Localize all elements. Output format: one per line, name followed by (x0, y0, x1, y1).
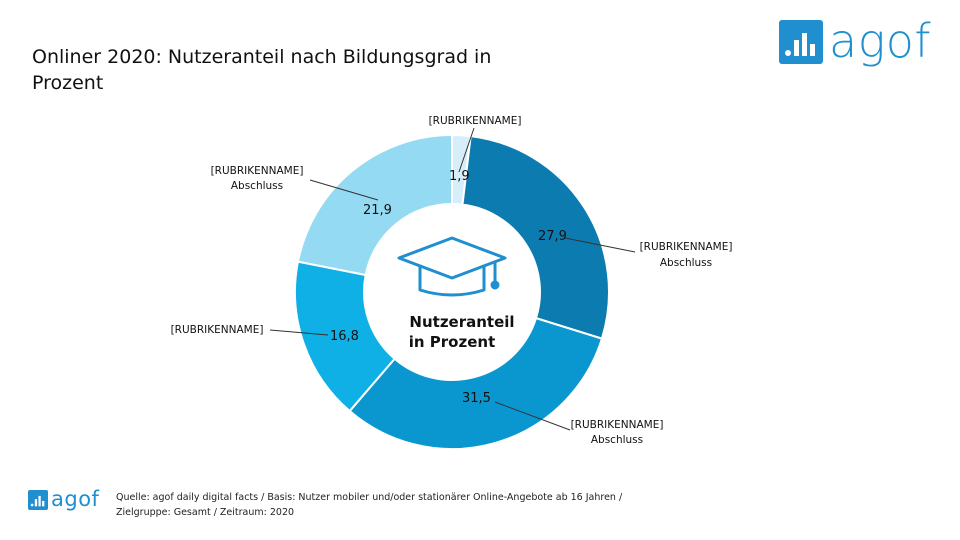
category-label: [RUBRIKENNAME] (640, 241, 733, 253)
category-label: [RUBRIKENNAME] (429, 115, 522, 127)
bar-chart-icon (779, 20, 823, 64)
leader-line (309, 179, 379, 201)
category-label: [RUBRIKENNAME] (211, 165, 304, 177)
leader-line (564, 237, 636, 253)
category-label: Abschluss (231, 180, 283, 192)
agof-logo-small: agof (28, 489, 99, 510)
category-label: [RUBRIKENNAME] (571, 419, 664, 431)
category-label: Abschluss (660, 257, 712, 269)
donut-slice (461, 135, 610, 340)
leader-lines (269, 127, 636, 431)
graduation-cap-icon (397, 236, 507, 297)
value-label: 16,8 (330, 329, 359, 344)
category-label: Abschluss (591, 434, 643, 446)
chart-title: Onliner 2020: Nutzeranteil nach Bildungs… (32, 46, 492, 94)
center-label-line1: Nutzeranteil (409, 313, 514, 331)
category-label: [RUBRIKENNAME] (171, 324, 264, 336)
value-label: 21,9 (363, 203, 392, 218)
source-note: Quelle: agof daily digital facts / Basis… (116, 490, 676, 520)
value-label: 1,9 (449, 169, 470, 184)
leader-line (458, 127, 475, 173)
value-label: 27,9 (538, 229, 567, 244)
donut-slice (348, 316, 604, 450)
logo-text: agof (51, 487, 100, 511)
bar-chart-icon (28, 490, 48, 510)
value-label: 31,5 (462, 391, 491, 406)
leader-line (494, 401, 571, 431)
slices-group (294, 133, 610, 450)
leader-line (269, 329, 329, 336)
logo-text: agof (829, 14, 932, 68)
source-line: Quelle: agof daily digital facts / Basis… (116, 492, 623, 503)
donut-slice (296, 133, 453, 277)
center-label-line2: in Prozent (409, 333, 496, 351)
source-line: Zielgruppe: Gesamt / Zeitraum: 2020 (116, 507, 295, 518)
agof-logo: agof (779, 18, 931, 64)
